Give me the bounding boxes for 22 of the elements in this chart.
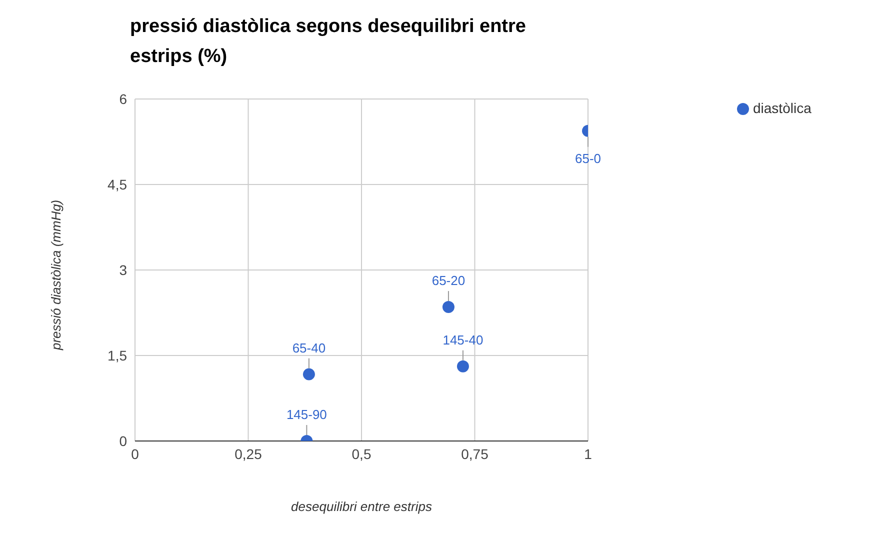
y-tick-label: 3 — [119, 262, 128, 278]
x-tick-label: 1 — [584, 446, 592, 462]
x-tick-label: 0,25 — [234, 446, 262, 462]
data-label: 65-0 — [574, 150, 602, 166]
x-tick-label: 0,75 — [461, 446, 489, 462]
data-label: 65-40 — [292, 340, 326, 356]
chart-title: pressió diastòlica segons desequilibri entre estrips (%) — [130, 15, 527, 69]
data-label: 145-40 — [442, 332, 484, 348]
data-label: 65-20 — [432, 273, 466, 288]
point — [302, 368, 315, 380]
x-tick-label: 0,5 — [352, 446, 372, 462]
legend-label: diastòlica — [753, 100, 812, 116]
point — [456, 360, 469, 372]
x-tick-label: 0 — [131, 446, 140, 462]
y-tick-label: 1,5 — [108, 347, 128, 364]
data-label: 145-90 — [286, 407, 327, 422]
y-tick-label: 4,5 — [108, 176, 128, 192]
point — [442, 301, 454, 314]
y-axis-title: pressió diastòlica (mmHg) — [48, 200, 64, 351]
y-tick-label: 0 — [119, 432, 128, 449]
y-tick-label: 6 — [119, 90, 128, 107]
x-axis-title: desequilibri entre estrips — [291, 499, 432, 514]
